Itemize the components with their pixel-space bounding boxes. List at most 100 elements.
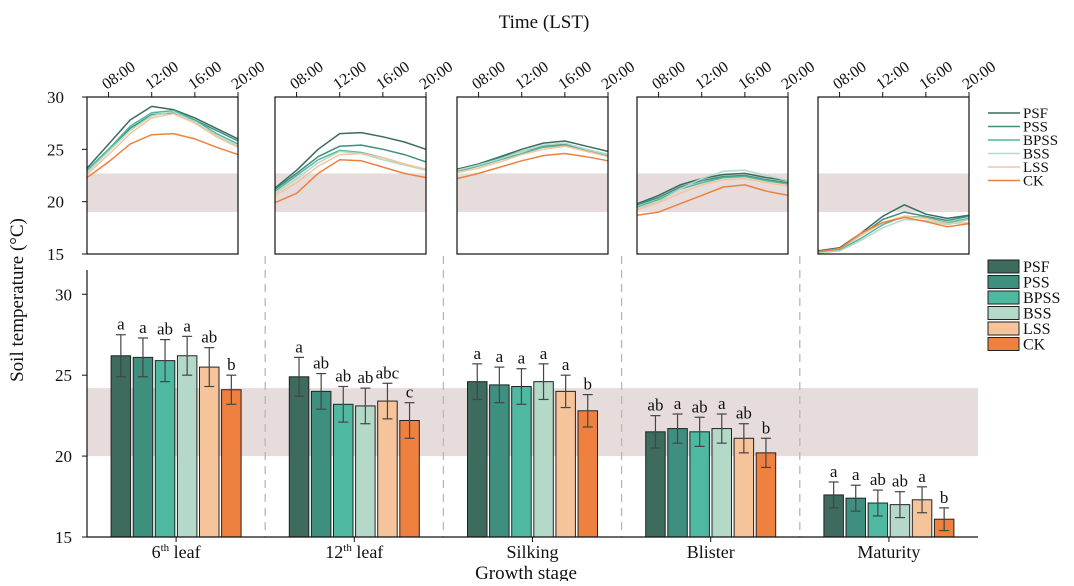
series-line-lss	[456, 145, 609, 174]
significance-letter: a	[496, 347, 504, 366]
series-line-bss	[636, 169, 789, 210]
reference-band	[457, 173, 608, 213]
diurnal-facet-1: 08:00 12:00 16:00 20:00	[86, 58, 268, 255]
significance-letter: ab	[870, 470, 886, 489]
significance-letter: b	[584, 375, 593, 394]
legend-swatch-psf	[987, 259, 1020, 274]
bar-bss	[533, 381, 554, 538]
facet-frame	[86, 96, 239, 255]
significance-letter: a	[139, 318, 147, 337]
time-tick-label: 08:00	[287, 58, 327, 93]
bar-psf	[288, 376, 310, 538]
significance-letter: c	[406, 383, 414, 402]
bar-lss	[377, 400, 398, 538]
diurnal-facet-2: 08:00 12:00 16:00 20:00	[274, 58, 457, 255]
legend-label: BSS	[1023, 306, 1051, 323]
time-tick-label: 16:00	[185, 58, 225, 93]
significance-letter: a	[117, 315, 125, 334]
significance-letter: a	[852, 465, 860, 484]
y-tick-label: 25	[47, 140, 64, 159]
time-tick-label: 08:00	[830, 58, 870, 93]
series-line-ck	[456, 152, 609, 180]
bar-bss	[176, 355, 198, 538]
series-line-psf	[636, 172, 789, 205]
reference-band	[87, 388, 978, 457]
significance-letter: a	[518, 349, 526, 368]
bottom-x-axis-label: Growth stage	[475, 563, 577, 581]
time-tick-label: 08:00	[469, 58, 509, 93]
time-tick-label: 20:00	[960, 58, 1000, 93]
series-line-bss	[817, 218, 970, 254]
series-line-bss	[456, 142, 609, 172]
category-label: Silking	[506, 542, 558, 562]
time-tick-label: 12:00	[512, 58, 552, 93]
legend-swatch-pss	[987, 275, 1020, 289]
legend-swatch-ck	[987, 337, 1020, 351]
significance-letter: b	[227, 355, 236, 374]
category-label: 6th leaf	[152, 542, 201, 562]
facet-frame	[274, 96, 427, 255]
legend-label: BSS	[1023, 147, 1050, 163]
significance-letter: ab	[335, 367, 351, 386]
legend-label: CK	[1023, 174, 1044, 190]
significance-letter: ab	[157, 320, 173, 339]
bar-lss	[199, 366, 220, 538]
significance-letter: a	[562, 355, 570, 374]
series-line-ck	[86, 132, 239, 179]
legend-label: PSS	[1023, 120, 1048, 136]
bar-bpss	[689, 431, 710, 538]
significance-letter: a	[830, 462, 838, 481]
time-tick-label: 20:00	[599, 58, 639, 93]
series-line-bpss	[86, 109, 239, 171]
series-line-lss	[636, 177, 789, 211]
bar-pss	[132, 356, 154, 538]
significance-letter: a	[473, 344, 481, 363]
significance-letter: ab	[692, 397, 708, 416]
diurnal-facet-4: 08:00 12:00 16:00 20:00	[636, 58, 819, 255]
legend-label: BPSS	[1023, 133, 1058, 149]
legend-label: PSF	[1023, 259, 1050, 276]
bar-psf	[467, 381, 488, 538]
legend-label: LSS	[1023, 321, 1051, 338]
series-line-pss	[636, 174, 789, 206]
bar-pss	[667, 428, 688, 538]
series-line-ck	[274, 159, 427, 204]
legend-label: PSS	[1023, 275, 1050, 292]
significance-letter: ab	[892, 472, 908, 491]
y-tick-label: 15	[47, 245, 64, 264]
bar-ck	[577, 410, 598, 538]
series-line-psf	[456, 140, 609, 170]
bar-bpss	[333, 403, 354, 538]
series-line-ck	[636, 184, 789, 217]
time-tick-label: 16:00	[916, 58, 956, 93]
time-tick-label: 20:00	[417, 58, 457, 93]
series-line-psf	[274, 131, 427, 189]
bar-bss	[355, 405, 376, 538]
facet-frame	[456, 96, 609, 255]
y-tick-label: 20	[47, 193, 64, 212]
significance-letter: ab	[357, 368, 373, 387]
legend-label: LSS	[1023, 160, 1049, 176]
legend-label: CK	[1023, 337, 1046, 354]
time-tick-label: 08:00	[649, 58, 689, 93]
significance-letter: a	[718, 394, 726, 413]
y-tick-label: 25	[55, 366, 72, 385]
significance-letter: ab	[201, 328, 217, 347]
time-tick-label: 16:00	[735, 58, 775, 93]
series-line-psf	[86, 105, 239, 169]
series-line-lss	[86, 112, 239, 176]
legend-label: PSF	[1023, 106, 1048, 122]
time-tick-label: 20:00	[779, 58, 819, 93]
reference-band	[87, 173, 238, 213]
facet-frame	[636, 96, 789, 255]
legend-swatch-lss	[987, 321, 1020, 336]
y-tick-label: 20	[55, 447, 72, 466]
y-tick-label: 30	[47, 88, 64, 107]
series-line-ck	[817, 216, 970, 253]
y-axis-label: Soil temperature (°C)	[7, 218, 28, 382]
time-tick-label: 16:00	[555, 58, 595, 93]
category-label: Blister	[687, 542, 735, 562]
series-line-bss	[86, 110, 239, 173]
